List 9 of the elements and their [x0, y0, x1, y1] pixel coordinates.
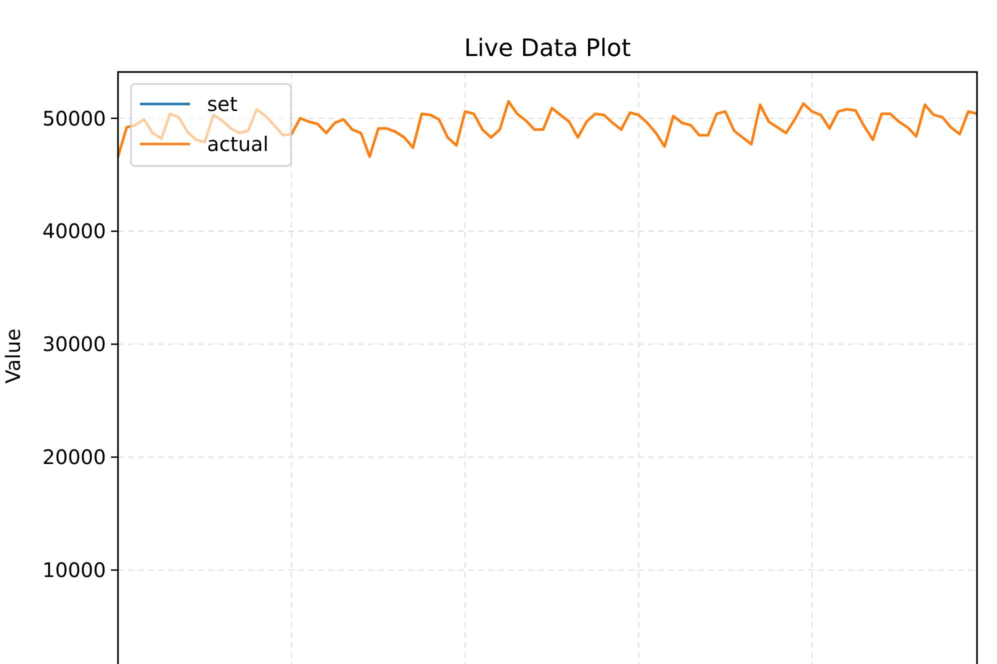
y-axis-title: Value — [1, 328, 25, 384]
y-tick-label: 20000 — [42, 445, 106, 470]
y-tick-label: 50000 — [42, 106, 106, 130]
y-tick-label: 40000 — [42, 219, 106, 244]
legend-label: set — [207, 92, 238, 116]
chart-title: Live Data Plot — [464, 34, 631, 62]
legend-label: actual — [207, 132, 269, 156]
y-tick-label: 30000 — [42, 332, 106, 356]
y-tick-label: 10000 — [42, 558, 106, 582]
